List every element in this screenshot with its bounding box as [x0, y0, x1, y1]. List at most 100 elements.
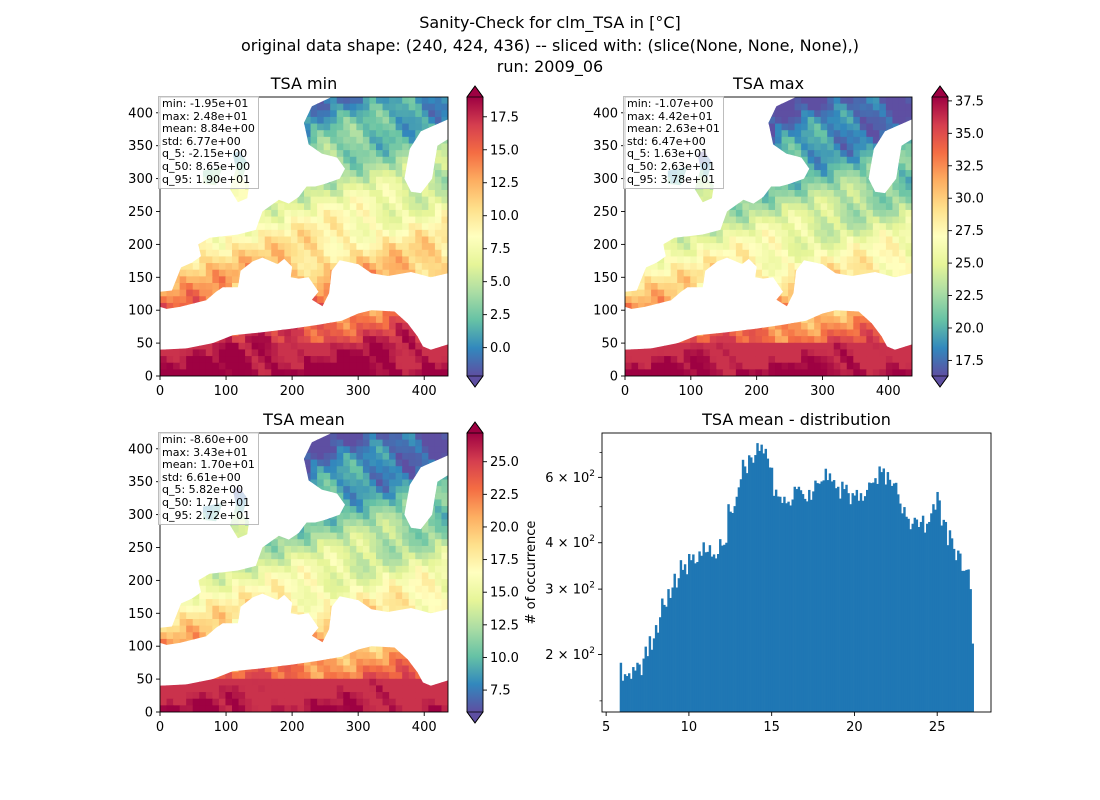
- stats-box: min: -8.60e+00 max: 3.43e+01 mean: 1.70e+0…: [158, 432, 259, 526]
- histogram-bar: [627, 673, 631, 712]
- histogram-bar: [965, 569, 968, 712]
- x-tick-label: 0: [156, 384, 164, 399]
- histogram-bar: [805, 501, 809, 712]
- histogram-bar: [634, 670, 637, 712]
- histogram-bar: [946, 545, 950, 712]
- colorbar-tick-label: 35.0: [955, 127, 984, 142]
- histogram-bar: [897, 494, 900, 712]
- x-tick-label: 200: [280, 720, 305, 735]
- histogram-bar: [942, 519, 945, 712]
- histogram-bar: [754, 455, 757, 712]
- histogram-bar: [952, 548, 956, 712]
- histogram-bar: [866, 489, 869, 712]
- histogram-bar: [671, 587, 674, 712]
- figure-title-line-3: run: 2009_06: [496, 57, 604, 76]
- histogram-bar: [785, 503, 788, 712]
- histogram-bar: [727, 504, 730, 712]
- y-tick-label: 0: [145, 370, 153, 385]
- histogram-bar: [828, 473, 832, 712]
- histogram-bar: [822, 480, 825, 712]
- histogram-bar: [752, 462, 755, 712]
- histogram-bar: [938, 500, 941, 712]
- histogram-bar: [648, 636, 652, 712]
- stats-line: q_5: 5.82e+00: [162, 483, 244, 497]
- colorbar-tick-label: 5.0: [490, 275, 511, 290]
- histogram-bar: [661, 598, 664, 712]
- histogram-bar: [764, 448, 768, 712]
- histogram-bar: [959, 553, 962, 712]
- histogram-bar: [888, 479, 892, 712]
- histogram-bar: [760, 444, 763, 712]
- x-tick-label: 100: [678, 384, 703, 399]
- histogram-bar: [936, 491, 939, 712]
- histogram-bar: [803, 498, 807, 712]
- histogram-bar: [619, 662, 623, 712]
- histogram-bar: [739, 479, 743, 712]
- colorbar-tick-label: 22.5: [955, 289, 984, 304]
- colorbar-extend-min: [466, 711, 484, 724]
- histogram-bar: [849, 504, 852, 712]
- histogram-bar: [654, 625, 658, 712]
- histogram-bar: [861, 500, 865, 712]
- y-tick-label: 250: [593, 205, 618, 220]
- histogram-bar: [921, 515, 925, 712]
- histogram-bar: [890, 485, 894, 712]
- histogram-bar: [899, 503, 902, 712]
- y-tick-label: 400: [128, 106, 153, 121]
- histogram-bar: [930, 513, 933, 712]
- histogram-bar: [745, 473, 749, 712]
- colorbar-outline: [466, 421, 484, 724]
- stats-line: q_5: 1.63e+01: [627, 147, 709, 161]
- histogram-bar: [762, 453, 765, 712]
- histogram-bar: [646, 656, 650, 712]
- histogram-bar: [750, 457, 753, 712]
- colorbar: 17.5 20.0 22.5 25.0 27.5 30.0 32.5 35.0 37.5: [931, 85, 984, 388]
- colorbar: 0.0 2.5 5.0 7.5 10.0 12.5 15.0 17.5: [466, 85, 519, 388]
- histogram-bar: [636, 662, 639, 712]
- colorbar-tick-label: 30.0: [955, 192, 984, 207]
- histogram-bar: [731, 513, 734, 712]
- x-tick-label: 200: [280, 384, 305, 399]
- histogram-bar: [824, 468, 828, 712]
- histogram-bar: [872, 482, 875, 712]
- panel-title: TSA max: [732, 74, 804, 93]
- colorbar-tick-label: 32.5: [955, 159, 984, 174]
- y-tick-label: 200: [128, 238, 153, 253]
- y-tick-label: 0: [610, 370, 618, 385]
- x-tick-label: 100: [214, 720, 239, 735]
- y-tick-label: 150: [128, 271, 153, 286]
- histogram-bar: [909, 529, 912, 712]
- stats-line: q_50: 8.65e+00: [162, 159, 251, 173]
- histogram-bar: [911, 523, 914, 712]
- histogram-bar: [876, 483, 879, 712]
- histogram-bar: [677, 578, 681, 712]
- histogram-bar: [832, 480, 836, 712]
- y-tick-label: 350: [593, 139, 618, 154]
- histogram-bar: [853, 495, 856, 712]
- figure-title-line-2: original data shape: (240, 424, 436) -- …: [241, 36, 859, 55]
- histogram-bar: [690, 560, 693, 712]
- histogram-bar: [834, 488, 838, 712]
- histogram-bar: [928, 521, 931, 712]
- x-tick-label: 100: [214, 384, 239, 399]
- y-tick-label: 350: [128, 139, 153, 154]
- y-tick-label: 400: [593, 106, 618, 121]
- colorbar-extend-min: [931, 375, 949, 388]
- stats-box: min: -1.07e+00 max: 4.42e+01 mean: 2.63e+0…: [623, 96, 724, 190]
- colorbar-tick-label: 25.0: [955, 257, 984, 272]
- histogram-bar: [795, 489, 799, 712]
- histogram-bar: [967, 569, 970, 712]
- histogram-bar: [770, 467, 774, 712]
- colorbar-gradient: [932, 97, 948, 376]
- histogram-bar: [779, 496, 782, 712]
- colorbar-tick-label: 22.5: [490, 488, 519, 503]
- histogram-bar: [857, 500, 861, 712]
- histogram-bar: [644, 646, 647, 712]
- stats-line: std: 6.61e+00: [162, 470, 241, 484]
- histogram-bar: [882, 468, 885, 712]
- histogram-bar: [969, 589, 972, 712]
- histogram-bar: [923, 532, 927, 712]
- colorbar-tick-label: 17.5: [490, 110, 519, 125]
- histogram-bar: [826, 480, 830, 712]
- stats-line: q_50: 2.63e+01: [627, 159, 716, 173]
